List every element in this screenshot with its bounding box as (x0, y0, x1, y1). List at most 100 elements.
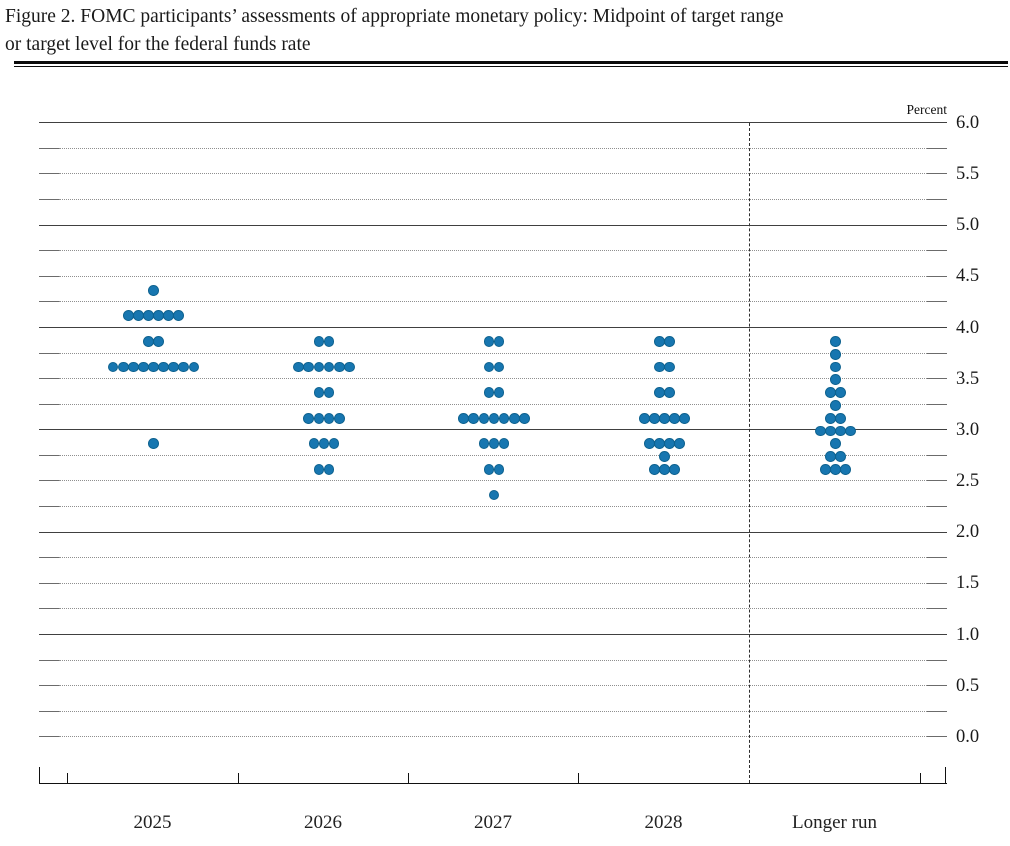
gridline-dotted-segment (59, 685, 927, 687)
gridline-end-dash (39, 250, 59, 252)
gridline-end-dash (39, 173, 59, 175)
dot-2027-2.875 (478, 438, 490, 450)
x-axis-line (39, 783, 947, 784)
y-tick-label-0.5: 0.5 (956, 675, 980, 696)
gridline-end-dash (927, 685, 947, 687)
gridline-end-dash (927, 659, 947, 661)
dot-2025-4.125 (173, 310, 185, 322)
gridline-end-dash (927, 275, 947, 277)
gridline-end-dash (39, 710, 59, 712)
gridline-dotted-segment (59, 506, 927, 508)
dot-2028-2.625 (669, 463, 680, 475)
dot-2025-3.875 (153, 336, 164, 347)
dot-2026-3.125 (323, 412, 335, 424)
dot-2028-3.625 (664, 361, 675, 373)
gridline-dotted-segment (59, 352, 927, 354)
y-tick-label-3.5: 3.5 (956, 368, 980, 389)
y-tick-label-0.0: 0.0 (956, 726, 980, 747)
dot-2026-3.875 (323, 336, 335, 347)
gridline-1.00 (39, 633, 947, 635)
gridline-end-dash (927, 608, 947, 610)
gridline-5.00 (39, 224, 947, 226)
x-category-label-2027: 2027 (474, 812, 512, 833)
dot-2026-3.375 (313, 387, 325, 399)
y-tick-label-5.0: 5.0 (956, 215, 980, 236)
y-tick-label-5.5: 5.5 (956, 164, 980, 185)
dot-2027-2.875 (498, 438, 510, 450)
dot-2027-3.875 (493, 336, 505, 347)
gridline-end-dash (39, 659, 59, 661)
gridline-dotted-segment (59, 659, 927, 661)
dot-2028-2.75 (659, 451, 670, 462)
dot-2025-3.625 (188, 361, 200, 373)
gridline-dotted-segment (59, 403, 927, 405)
dot-2026-2.875 (308, 438, 320, 450)
dot-2027-3.625 (493, 361, 505, 373)
gridline-end-dash (927, 582, 947, 584)
dot-2026-2.625 (323, 463, 335, 475)
gridline-end-dash (39, 685, 59, 687)
dot-2028-2.875 (674, 438, 686, 450)
figure-title-line2: or target level for the federal funds ra… (5, 34, 311, 55)
gridline-end-dash (927, 301, 947, 303)
gridline-end-dash (39, 301, 59, 303)
gridline-end-dash (927, 147, 947, 149)
gridline-end-dash (39, 608, 59, 610)
gridline-end-dash (927, 480, 947, 482)
dot-2028-3.875 (664, 336, 675, 347)
dot-2027-2.625 (493, 463, 505, 475)
x-category-label-2025: 2025 (133, 812, 172, 833)
x-axis-endcap-right (945, 767, 947, 783)
y-tick-label-3.0: 3.0 (956, 419, 980, 440)
dot-2026-3.625 (313, 361, 325, 373)
dot-2027-3.625 (483, 361, 495, 373)
gridline-end-dash (39, 352, 59, 354)
gridline-dotted-segment (59, 736, 927, 738)
gridline-end-dash (39, 403, 59, 405)
dot-2028-3.375 (664, 387, 675, 399)
x-category-label-2028: 2028 (644, 812, 683, 833)
gridline-end-dash (39, 506, 59, 508)
gridline-end-dash (927, 403, 947, 405)
x-axis-tick (408, 773, 409, 783)
dot-2027-3.125 (508, 412, 520, 424)
gridline-end-dash (39, 454, 59, 456)
title-rule (14, 61, 1008, 67)
dot-2026-3.125 (333, 412, 345, 424)
dot-longer-run-3.625 (830, 361, 841, 373)
gridline-end-dash (927, 199, 947, 201)
dot-2027-3.125 (498, 412, 510, 424)
y-tick-label-1.0: 1.0 (956, 624, 980, 645)
gridline-3.00 (39, 429, 947, 431)
y-tick-label-2.5: 2.5 (956, 471, 980, 492)
dot-2025-2.875 (148, 438, 159, 450)
gridline-end-dash (927, 454, 947, 456)
gridline-dotted-segment (59, 454, 927, 456)
dot-2025-3.625 (117, 361, 129, 373)
dot-2025-4.375 (148, 284, 159, 296)
gridline-6.00 (39, 122, 947, 124)
gridline-dotted-segment (59, 301, 927, 303)
gridline-end-dash (927, 378, 947, 380)
figure-title-line1: Figure 2. FOMC participants’ assessments… (5, 6, 784, 27)
gridline-4.00 (39, 326, 947, 328)
dot-2025-3.625 (107, 361, 119, 373)
x-category-label-2026: 2026 (304, 812, 342, 833)
dot-2026-3.125 (303, 412, 315, 424)
gridline-dotted-segment (59, 557, 927, 559)
gridline-end-dash (39, 378, 59, 380)
dot-2026-2.625 (313, 463, 325, 475)
dot-longer-run-2.75 (835, 451, 846, 462)
dot-2025-3.625 (178, 361, 190, 373)
y-axis-unit-label: Percent (906, 102, 947, 117)
dot-longer-run-3.25 (830, 400, 841, 411)
dot-2026-3.375 (323, 387, 335, 399)
gridline-dotted-segment (59, 173, 927, 175)
dot-2026-2.875 (328, 438, 340, 450)
gridline-end-dash (39, 480, 59, 482)
gridline-end-dash (39, 275, 59, 277)
dot-2027-2.875 (488, 438, 500, 450)
gridline-end-dash (927, 173, 947, 175)
x-axis-tick (578, 773, 579, 783)
